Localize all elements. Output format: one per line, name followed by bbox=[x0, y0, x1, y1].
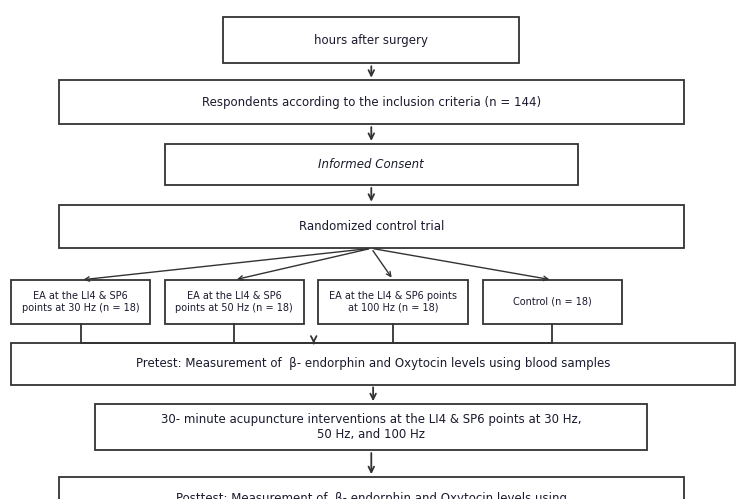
Text: Informed Consent: Informed Consent bbox=[319, 158, 424, 171]
Text: 30- minute acupuncture interventions at the LI4 & SP6 points at 30 Hz,
50 Hz, an: 30- minute acupuncture interventions at … bbox=[161, 413, 581, 441]
FancyBboxPatch shape bbox=[11, 280, 150, 324]
FancyBboxPatch shape bbox=[318, 280, 468, 324]
Text: EA at the LI4 & SP6
points at 50 Hz (n = 18): EA at the LI4 & SP6 points at 50 Hz (n =… bbox=[176, 291, 293, 313]
FancyBboxPatch shape bbox=[58, 205, 684, 249]
Text: Posttest: Measurement of  β- endorphin and Oxytocin levels using: Posttest: Measurement of β- endorphin an… bbox=[176, 493, 567, 499]
FancyBboxPatch shape bbox=[483, 280, 622, 324]
Text: Respondents according to the inclusion criteria (n = 144): Respondents according to the inclusion c… bbox=[202, 96, 541, 109]
Text: Pretest: Measurement of  β- endorphin and Oxytocin levels using blood samples: Pretest: Measurement of β- endorphin and… bbox=[136, 357, 610, 370]
FancyBboxPatch shape bbox=[58, 80, 684, 124]
FancyBboxPatch shape bbox=[165, 144, 578, 185]
FancyBboxPatch shape bbox=[95, 404, 647, 450]
Text: hours after surgery: hours after surgery bbox=[314, 34, 428, 47]
Text: EA at the LI4 & SP6
points at 30 Hz (n = 18): EA at the LI4 & SP6 points at 30 Hz (n =… bbox=[22, 291, 140, 313]
Text: Randomized control trial: Randomized control trial bbox=[298, 220, 444, 233]
FancyBboxPatch shape bbox=[165, 280, 304, 324]
Text: Control (n = 18): Control (n = 18) bbox=[513, 297, 592, 307]
FancyBboxPatch shape bbox=[11, 343, 735, 385]
Text: EA at the LI4 & SP6 points
at 100 Hz (n = 18): EA at the LI4 & SP6 points at 100 Hz (n … bbox=[329, 291, 458, 313]
FancyBboxPatch shape bbox=[224, 17, 519, 63]
FancyBboxPatch shape bbox=[58, 477, 684, 499]
